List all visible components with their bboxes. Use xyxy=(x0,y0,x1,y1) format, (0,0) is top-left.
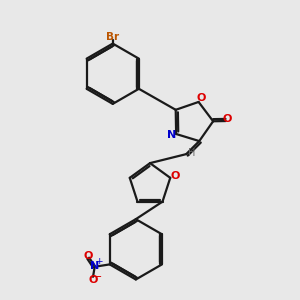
Text: O: O xyxy=(223,114,232,124)
Text: H: H xyxy=(188,148,196,158)
Text: O: O xyxy=(197,93,206,103)
Text: N: N xyxy=(167,130,176,140)
Text: +: + xyxy=(94,257,102,266)
Text: −: − xyxy=(93,272,103,282)
Text: N: N xyxy=(90,261,99,271)
Text: Br: Br xyxy=(106,32,119,42)
Text: O: O xyxy=(83,251,92,261)
Text: O: O xyxy=(88,275,98,285)
Text: O: O xyxy=(170,171,180,181)
